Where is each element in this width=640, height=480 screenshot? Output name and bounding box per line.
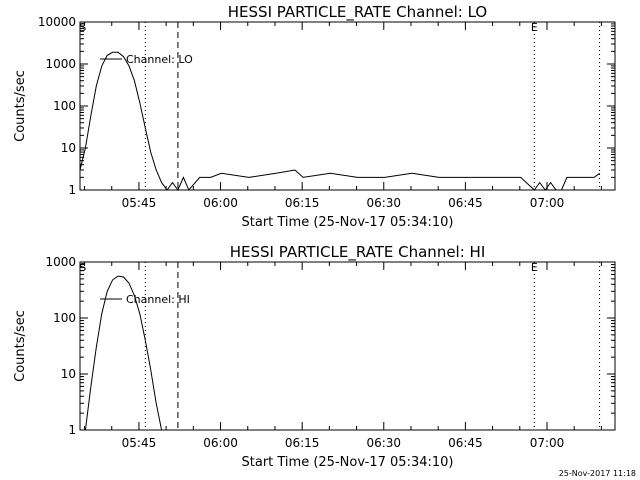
y-tick-label: 1 bbox=[68, 423, 76, 437]
y-tick-label: 1 bbox=[68, 183, 76, 197]
chart-title: HESSI PARTICLE_RATE Channel: LO bbox=[228, 3, 487, 22]
x-tick-label: 05:45 bbox=[122, 436, 157, 450]
event-marker-label: E bbox=[531, 21, 538, 34]
x-tick-label: 06:15 bbox=[285, 436, 320, 450]
x-tick-label: 07:00 bbox=[530, 196, 565, 210]
timestamp-footer: 25-Nov-2017 11:18 bbox=[558, 469, 636, 478]
x-tick-label: 06:15 bbox=[285, 196, 320, 210]
x-tick-label: 06:00 bbox=[203, 196, 238, 210]
y-tick-label: 100 bbox=[53, 311, 76, 325]
y-axis-label: Counts/sec bbox=[13, 70, 28, 142]
x-tick-label: 07:00 bbox=[530, 436, 565, 450]
legend-label: Channel: LO bbox=[126, 53, 193, 66]
event-marker-label: S bbox=[79, 21, 86, 34]
y-tick-label: 10 bbox=[61, 367, 76, 381]
y-tick-label: 10 bbox=[61, 141, 76, 155]
plot-frame bbox=[79, 261, 616, 431]
x-tick-label: 05:45 bbox=[122, 196, 157, 210]
event-marker-label: S bbox=[79, 261, 86, 274]
x-tick-label: 06:45 bbox=[448, 436, 483, 450]
series-line bbox=[79, 51, 600, 191]
y-tick-label: 10000 bbox=[38, 15, 76, 29]
chart-title: HESSI PARTICLE_RATE Channel: HI bbox=[230, 243, 486, 262]
y-axis-label: Counts/sec bbox=[13, 310, 28, 382]
x-tick-label: 06:00 bbox=[203, 436, 238, 450]
y-tick-label: 100 bbox=[53, 99, 76, 113]
event-marker-label: E bbox=[531, 261, 538, 274]
series-line bbox=[84, 275, 163, 431]
x-tick-label: 06:30 bbox=[366, 196, 401, 210]
x-tick-label: 06:30 bbox=[366, 436, 401, 450]
x-axis-label: Start Time (25-Nov-17 05:34:10) bbox=[242, 215, 454, 230]
y-tick-label: 1000 bbox=[45, 57, 76, 71]
legend-label: Channel: HI bbox=[126, 293, 190, 306]
y-tick-label: 1000 bbox=[45, 255, 76, 269]
x-tick-label: 06:45 bbox=[448, 196, 483, 210]
x-axis-label: Start Time (25-Nov-17 05:34:10) bbox=[242, 455, 454, 470]
